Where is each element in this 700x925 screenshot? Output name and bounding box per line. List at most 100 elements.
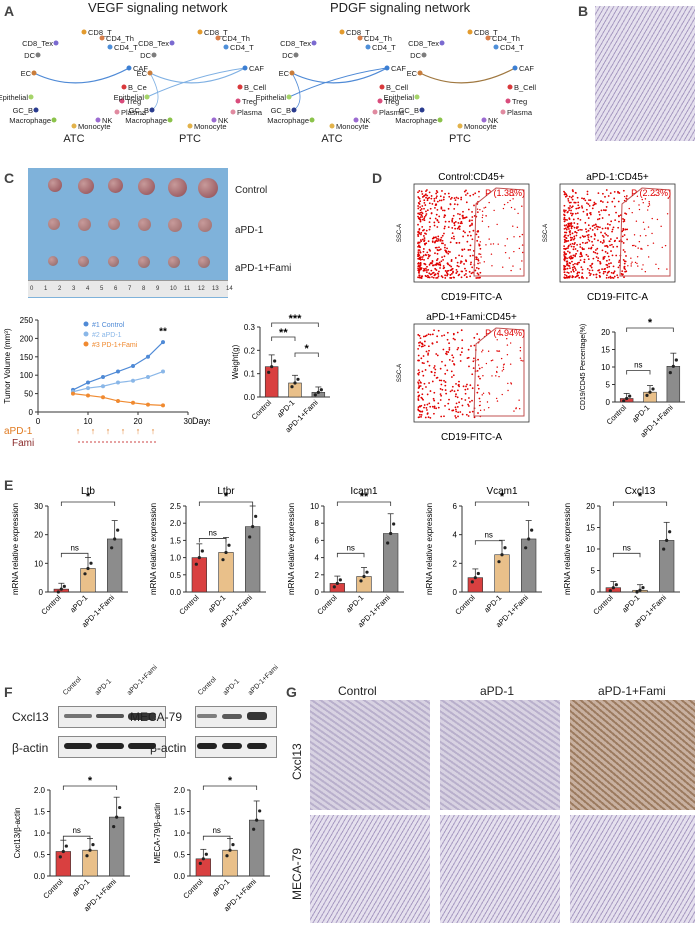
flow-event	[434, 217, 437, 220]
flow-event	[430, 370, 433, 373]
flow-event	[433, 367, 435, 369]
significance-bracket	[60, 552, 89, 558]
flow-event	[460, 220, 463, 223]
data-point	[161, 369, 165, 374]
data-dot	[118, 805, 122, 810]
blot-label-actin-1: β-actin	[12, 741, 49, 755]
flow-event	[433, 197, 436, 200]
flow-event	[593, 224, 595, 227]
flow-event	[479, 262, 481, 264]
flow-event	[570, 255, 572, 258]
y-tick-label: 0.0	[174, 872, 186, 881]
flow-event	[417, 369, 420, 371]
flow-event	[568, 218, 571, 221]
y-axis-label: Tumor Volume (mm³)	[3, 328, 12, 404]
flow-event	[431, 241, 434, 243]
data-dot	[313, 393, 317, 397]
flow-event	[443, 334, 446, 337]
flow-event	[439, 239, 442, 242]
flow-event	[452, 235, 455, 238]
data-dot	[365, 570, 369, 574]
flow-event	[617, 191, 620, 194]
network-node-label: GC_B	[129, 106, 149, 115]
blot-label-cxcl13: Cxcl13	[12, 710, 49, 724]
data-dot	[91, 843, 95, 847]
flow-event	[570, 271, 573, 273]
flow-event	[426, 197, 429, 200]
data-dot	[392, 522, 396, 526]
flow-event	[586, 212, 589, 215]
ihc-image-b	[595, 6, 695, 141]
flow-event	[436, 272, 439, 275]
y-tick-label: 15	[601, 346, 610, 355]
flow-event	[435, 407, 438, 410]
flow-event	[420, 214, 423, 217]
blot-band	[197, 743, 217, 749]
y-tick-label: 2.0	[170, 519, 182, 528]
network-node-label: Plasma	[237, 108, 263, 117]
flow-event	[427, 416, 430, 419]
flow-event	[572, 263, 575, 266]
flow-event	[417, 223, 419, 226]
flow-event	[418, 386, 421, 389]
ihc-col-control: Control	[338, 684, 377, 698]
flow-event	[451, 376, 453, 378]
flow-event	[464, 388, 467, 391]
flow-event	[563, 211, 566, 213]
flow-event	[602, 209, 605, 211]
flow-event	[470, 345, 472, 347]
flow-event	[422, 229, 424, 232]
flow-event	[456, 396, 459, 399]
flow-event	[587, 236, 590, 239]
data-dot	[386, 541, 390, 545]
tumor-sample	[198, 256, 210, 268]
flow-event	[435, 192, 438, 195]
blot-band	[128, 712, 156, 720]
flow-event	[462, 235, 465, 238]
flow-event	[443, 255, 446, 258]
flow-event	[563, 220, 566, 223]
flow-event	[568, 256, 571, 259]
flow-event	[426, 265, 428, 268]
flow-event	[433, 221, 436, 224]
flow-event	[478, 338, 481, 341]
network-node	[457, 123, 463, 129]
flow-event	[463, 248, 466, 251]
flow-event	[432, 264, 435, 267]
flow-event	[442, 196, 445, 199]
flow-event	[608, 258, 611, 261]
flow-event	[642, 202, 644, 204]
flow-event	[521, 260, 523, 262]
flow-plot-fami: aPD-1+Fami:CD45+P (4.94%)CD19-FITC-ASSC-…	[397, 312, 530, 443]
flow-event	[420, 342, 423, 345]
flow-event	[570, 209, 572, 212]
flow-event	[563, 238, 566, 241]
flow-event	[596, 247, 599, 250]
y-tick-label: 1.0	[170, 554, 182, 563]
flow-event	[477, 236, 480, 238]
flow-event	[458, 273, 461, 276]
treatment-arrow: ↑	[136, 426, 141, 436]
flow-event	[455, 242, 458, 244]
data-dot	[273, 359, 277, 363]
network-node-label: Monocyte	[78, 122, 111, 131]
data-dot	[270, 365, 274, 369]
flow-event	[624, 250, 626, 253]
flow-event	[599, 241, 602, 243]
flow-event	[594, 249, 597, 251]
flow-event	[563, 227, 566, 230]
flow-event	[419, 220, 422, 223]
flow-event	[585, 208, 588, 211]
network-node	[31, 70, 37, 76]
data-dot	[197, 556, 201, 560]
flow-event	[633, 234, 636, 236]
flow-event	[418, 241, 421, 244]
y-tick-label: 0.2	[244, 346, 256, 355]
y-tick-label: 10	[601, 363, 610, 372]
flow-event	[467, 415, 470, 417]
data-dot	[319, 388, 323, 392]
flow-event	[445, 392, 448, 395]
network-node-label: GC_B	[271, 106, 291, 115]
flow-event	[442, 348, 445, 351]
y-tick-label: 0	[39, 588, 44, 597]
